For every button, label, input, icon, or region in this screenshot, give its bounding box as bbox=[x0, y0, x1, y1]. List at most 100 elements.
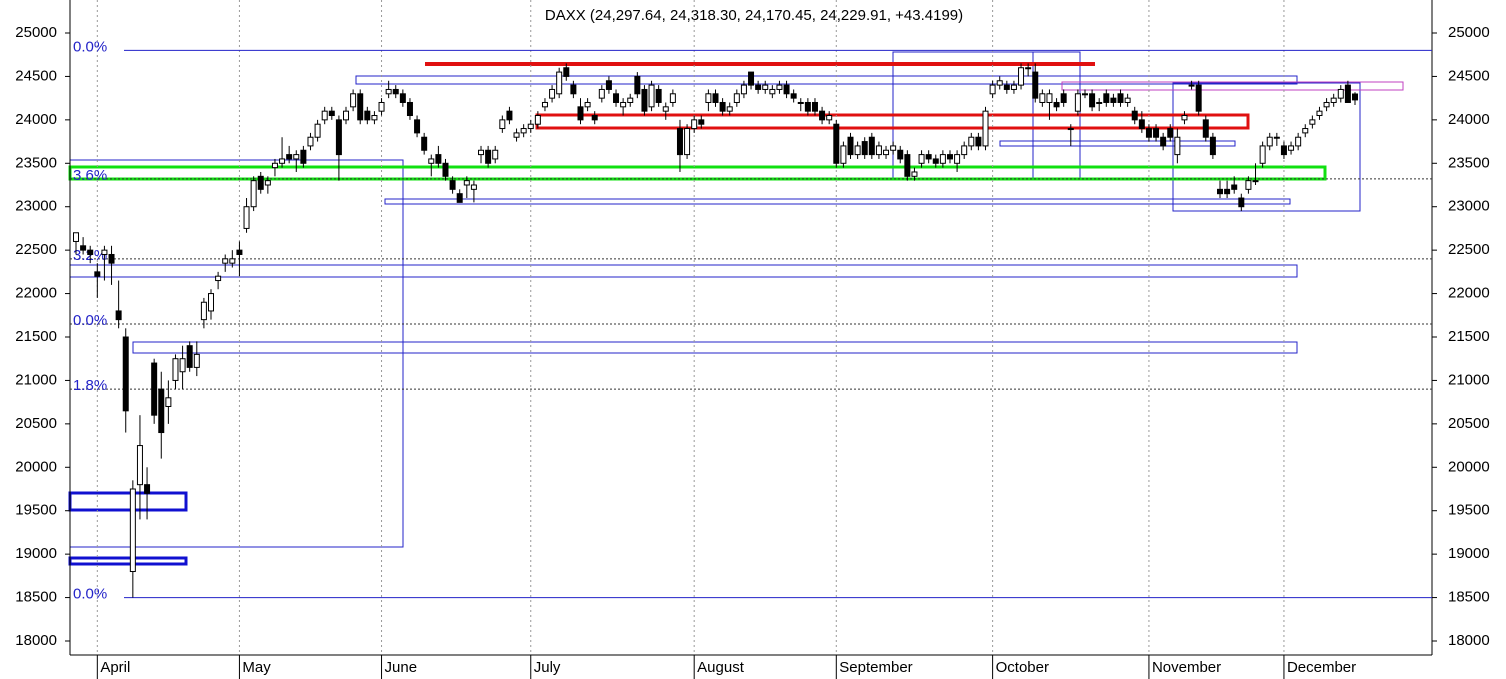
y2-tick-label: 19500 bbox=[1448, 502, 1490, 519]
y-tick-label: 21000 bbox=[15, 371, 57, 388]
level-label: 1.8% bbox=[73, 377, 107, 394]
candle-body bbox=[1025, 67, 1032, 70]
candle-body bbox=[428, 158, 435, 164]
candle-body bbox=[385, 88, 392, 95]
drawn-box bbox=[132, 341, 1298, 354]
candle-body bbox=[378, 101, 385, 112]
candle-body bbox=[1252, 180, 1259, 183]
y-tick-label: 20000 bbox=[15, 458, 57, 475]
candle-body bbox=[271, 162, 278, 169]
candle-body bbox=[1046, 93, 1053, 103]
candle-body bbox=[726, 106, 733, 112]
candle-body bbox=[1131, 110, 1138, 121]
candle-body bbox=[80, 245, 87, 251]
candle-body bbox=[833, 123, 840, 164]
candle-body bbox=[868, 136, 875, 156]
candle-body bbox=[286, 154, 293, 160]
candle-body bbox=[911, 171, 918, 177]
y-tick-label: 24000 bbox=[15, 111, 57, 128]
candle-body bbox=[1181, 115, 1188, 121]
candle-body bbox=[200, 301, 207, 321]
x-tick-label: April bbox=[100, 659, 130, 676]
y-tick-label: 22500 bbox=[15, 241, 57, 258]
candle-body bbox=[1153, 128, 1160, 138]
candle-body bbox=[740, 84, 747, 95]
candle-body bbox=[811, 101, 818, 112]
candle-body bbox=[414, 119, 421, 134]
candle-body bbox=[293, 154, 300, 160]
candle-body bbox=[1259, 145, 1266, 164]
candle-body bbox=[705, 93, 712, 103]
y-tick-label: 24500 bbox=[15, 67, 57, 84]
candle-body bbox=[1067, 128, 1074, 131]
candle-body bbox=[748, 71, 755, 86]
candle-body bbox=[1188, 84, 1195, 87]
y2-tick-label: 22000 bbox=[1448, 285, 1490, 302]
candle-body bbox=[691, 119, 698, 130]
candle-body bbox=[890, 145, 897, 151]
candle-body bbox=[87, 249, 94, 255]
candle-body bbox=[250, 180, 257, 208]
drawn-box bbox=[1061, 81, 1404, 91]
candle-body bbox=[918, 154, 925, 164]
candle-body bbox=[321, 110, 328, 121]
candle-body bbox=[1224, 188, 1231, 195]
candle-body bbox=[172, 358, 179, 381]
candle-body bbox=[1010, 84, 1017, 90]
candle-body bbox=[335, 119, 342, 156]
chart-title: DAXX (24,297.64, 24,318.30, 24,170.45, 2… bbox=[545, 7, 963, 24]
candle-body bbox=[151, 362, 158, 416]
candle-body bbox=[1145, 128, 1152, 138]
candle-body bbox=[1309, 119, 1316, 125]
y-tick-label: 22000 bbox=[15, 285, 57, 302]
candle-body bbox=[776, 84, 783, 90]
candle-body bbox=[470, 184, 477, 190]
candle-body bbox=[129, 488, 136, 573]
candle-body bbox=[506, 110, 513, 121]
candle-body bbox=[797, 101, 804, 104]
y-tick-label: 23500 bbox=[15, 154, 57, 171]
candle-body bbox=[605, 80, 612, 90]
candle-body bbox=[762, 84, 769, 90]
candle-body bbox=[549, 88, 556, 99]
y2-tick-label: 18500 bbox=[1448, 589, 1490, 606]
x-tick-label: December bbox=[1287, 659, 1356, 676]
candle-body bbox=[655, 88, 662, 103]
candle-body bbox=[641, 88, 648, 112]
drawn-box bbox=[69, 264, 1298, 278]
candle-body bbox=[449, 180, 456, 190]
candle-body bbox=[108, 253, 115, 264]
y-tick-label: 20500 bbox=[15, 415, 57, 432]
candle-body bbox=[1039, 93, 1046, 103]
candle-body bbox=[144, 484, 151, 494]
candle-body bbox=[954, 154, 961, 164]
drawn-box bbox=[1172, 82, 1361, 212]
candle-body bbox=[421, 136, 428, 151]
candle-body bbox=[406, 101, 413, 117]
candle-body bbox=[229, 258, 236, 264]
candle-body bbox=[1266, 136, 1273, 147]
candle-body bbox=[648, 84, 655, 108]
candle-body bbox=[1096, 101, 1103, 104]
candle-body bbox=[584, 101, 591, 108]
candle-body bbox=[520, 128, 527, 134]
candle-body bbox=[961, 145, 968, 156]
candle-body bbox=[932, 158, 939, 164]
candle-body bbox=[94, 271, 101, 277]
candle-body bbox=[101, 249, 108, 255]
level-label: 0.0% bbox=[73, 38, 107, 55]
candle-body bbox=[598, 88, 605, 99]
candle-body bbox=[357, 93, 364, 121]
candle-body bbox=[442, 162, 449, 177]
y-tick-label: 21500 bbox=[15, 328, 57, 345]
candle-body bbox=[669, 93, 676, 103]
candle-body bbox=[463, 180, 470, 186]
candle-body bbox=[136, 445, 143, 486]
level-label: 0.0% bbox=[73, 312, 107, 329]
candle-body bbox=[996, 80, 1003, 86]
candle-body bbox=[328, 110, 335, 117]
candle-body bbox=[1167, 128, 1174, 138]
candle-body bbox=[1337, 88, 1344, 99]
candle-body bbox=[236, 249, 243, 255]
